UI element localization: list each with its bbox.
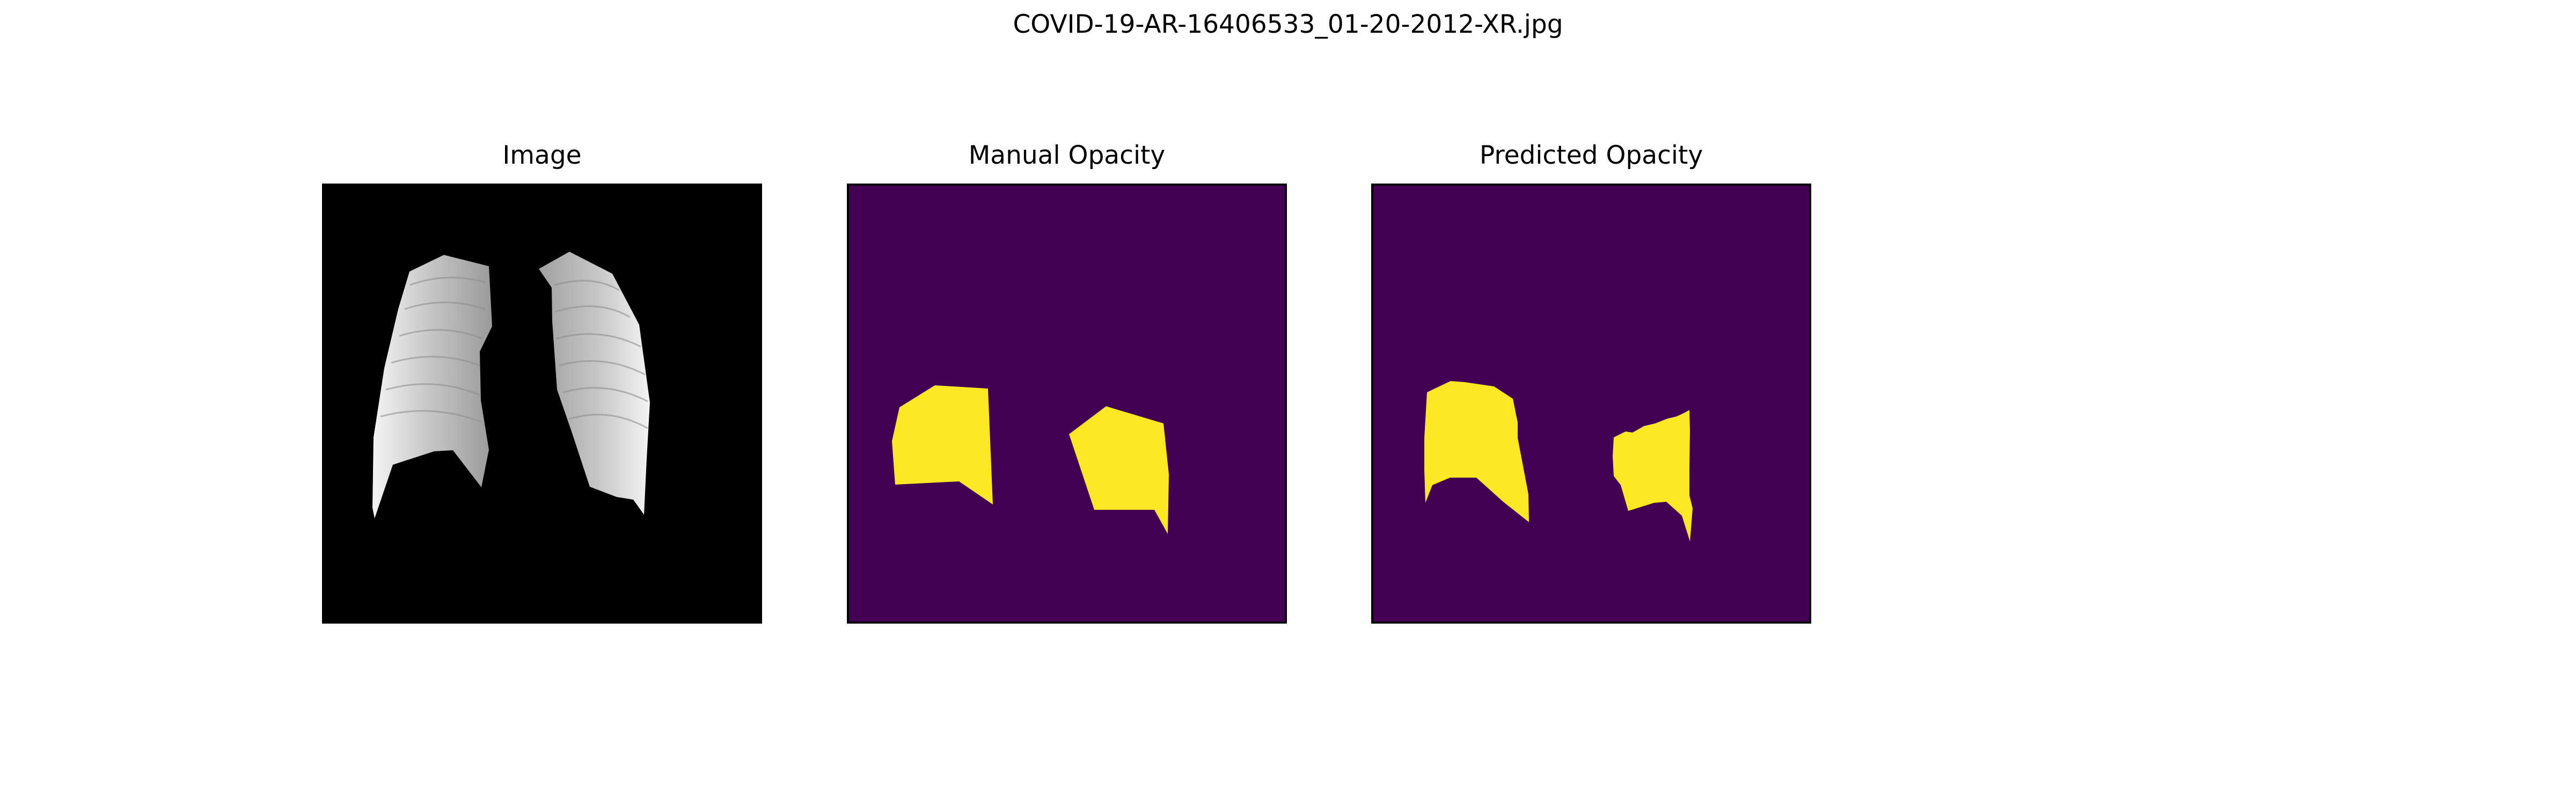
predicted-mask	[1373, 186, 1809, 621]
panel-title-predicted-opacity: Predicted Opacity	[1479, 141, 1703, 170]
xray-image	[324, 186, 760, 621]
predicted-mask-frame	[1371, 184, 1811, 624]
left-lung	[372, 255, 492, 518]
manual-opacity-region-left	[892, 385, 993, 504]
panel-title-image: Image	[502, 141, 582, 170]
manual-mask-frame	[847, 184, 1287, 624]
manual-mask	[849, 186, 1285, 621]
xray-image-frame	[322, 184, 762, 624]
figure-title: COVID-19-AR-16406533_01-20-2012-XR.jpg	[1013, 10, 1563, 39]
manual-opacity-region-right	[1069, 406, 1169, 534]
right-lung	[539, 252, 650, 515]
predicted-opacity-region-left	[1424, 381, 1529, 522]
predicted-opacity-region-right	[1613, 410, 1693, 541]
panel-title-manual-opacity: Manual Opacity	[968, 141, 1166, 170]
rib-shadows	[380, 276, 648, 429]
